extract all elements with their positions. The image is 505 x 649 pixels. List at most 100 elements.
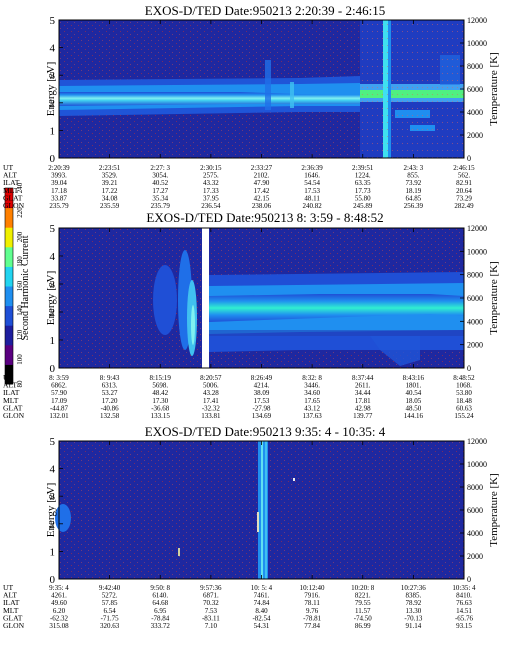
orbit-value: 8:26:49 [251,374,273,382]
panel-3-y2label: Temperature [K] [488,473,500,546]
orbit-row-label: ILAT [3,388,20,397]
orbit-value: 70.32 [203,599,219,607]
orbit-value: 48.11 [304,194,320,202]
orbit-value: 53.27 [102,389,118,397]
orbit-value: 3529. [102,172,118,180]
y2-tick-label: 12000 [467,437,487,446]
orbit-value: 55.80 [355,194,371,202]
orbit-row-label: MLT [3,396,19,405]
panel-1-ylabel: Energy [eV] [45,62,57,116]
y2-tick-label: 6000 [467,506,483,515]
orbit-value: 1224. [355,172,371,180]
y2-tick-label: 12000 [467,224,487,233]
orbit-value: 134.69 [252,412,272,420]
orbit-value: 3993. [51,172,67,180]
orbit-value: 17.42 [254,187,270,195]
orbit-value: 64.85 [406,194,422,202]
orbit-value: 1646. [304,172,320,180]
colorbar-tick-label: 220 [16,207,24,218]
panel-1-heatmap [59,20,464,158]
colorbar-tick-label: 140 [16,305,24,316]
orbit-value: 11.57 [355,607,371,615]
orbit-value: 5698. [152,382,168,390]
orbit-value: 282.49 [454,202,474,210]
orbit-value: 8410. [456,592,472,600]
orbit-value: 562. [458,172,471,180]
colorbar-swatch [5,286,13,307]
orbit-value: 86.99 [355,622,371,630]
orbit-value: 5006. [203,382,219,390]
colorbar-tick-label: 100 [16,354,24,365]
colorbar-tick-label: 160 [16,280,24,291]
orbit-value: 1801. [406,382,422,390]
orbit-value: 34.60 [304,389,320,397]
panel-2-heatmap [59,228,464,368]
orbit-value: 8:20:57 [200,374,222,382]
y-tick-label: 4 [50,251,56,263]
y2-tick-label: 8000 [467,271,483,280]
colorbar-tick-label: 120 [16,329,24,340]
y2-tick-label: 4000 [467,529,483,538]
colorbar-tick-label: 180 [16,256,24,267]
orbit-value: 315.08 [49,622,69,630]
orbit-value: 17.33 [203,187,219,195]
y-tick-label: 5 [50,436,56,448]
orbit-value: 320.63 [100,622,120,630]
orbit-row-label: UT [3,373,13,382]
orbit-value: 74.84 [254,599,270,607]
panel-3-heatmap [55,441,464,579]
y2-tick-label: 2000 [467,552,483,561]
panel-2-y2label: Temperature [K] [488,261,500,334]
orbit-value: 4214. [254,382,270,390]
orbit-row-label: UT [3,163,13,172]
y2-tick-label: 2000 [467,341,483,350]
y2-tick-label: 0 [467,154,471,163]
orbit-value: 8385. [406,592,422,600]
panel-1: EXOS-D/TED Date:950213 2:20:39 - 2:46:15… [3,3,500,210]
orbit-row-label: ILAT [3,598,20,607]
y2-tick-label: 8000 [467,483,483,492]
orbit-value: 1068. [456,382,472,390]
orbit-value: 236.54 [201,202,221,210]
orbit-value: 17.20 [102,397,118,405]
y2-tick-label: 10000 [467,460,487,469]
colorbar-swatch [5,344,13,365]
orbit-value: 155.24 [454,412,474,420]
orbit-value: 2:43: 3 [404,164,424,172]
orbit-value: 6862. [51,382,67,390]
orbit-row-label: GLON [3,621,25,630]
orbit-value: -62.32 [50,614,69,622]
y-tick-label: 0 [50,574,56,586]
y-tick-label: 1 [50,125,56,137]
orbit-value: 43.28 [203,389,219,397]
y2-tick-label: 2000 [467,131,483,140]
orbit-value: 8: 9:43 [100,374,120,382]
y-tick-label: 2 [50,519,56,531]
orbit-value: -32.32 [202,404,221,412]
orbit-value: 17.53 [304,187,320,195]
orbit-value: 2:36:39 [301,164,323,172]
orbit-row-label: ILAT [3,178,20,187]
orbit-value: 10: 5: 4 [251,584,273,592]
orbit-value: 20.64 [456,187,472,195]
orbit-value: 6.54 [104,607,117,615]
orbit-value: 9:50: 8 [150,584,170,592]
orbit-value: 79.55 [355,599,371,607]
y2-tick-label: 8000 [467,62,483,71]
orbit-value: 4261. [51,592,67,600]
orbit-value: 48.50 [406,404,422,412]
orbit-value: 256.39 [404,202,424,210]
orbit-value: 2102. [254,172,270,180]
orbit-value: 17.22 [102,187,118,195]
panel-3: EXOS-D/TED Date:950213 9:35: 4 - 10:35: … [3,424,500,630]
colorbar-tick-label: 80 [16,380,24,388]
panel-2-ylabel: Energy [eV] [45,271,57,325]
y-tick-label: 5 [50,223,56,235]
orbit-value: 10:20: 8 [351,584,375,592]
orbit-value: 40.52 [152,179,168,187]
orbit-value: 39.04 [51,179,67,187]
panel-3-title: EXOS-D/TED Date:950213 9:35: 4 - 10:35: … [145,424,386,439]
orbit-value: 8:15:19 [150,374,172,382]
orbit-row-label: GLAT [3,193,23,202]
orbit-value: 82.91 [456,179,472,187]
